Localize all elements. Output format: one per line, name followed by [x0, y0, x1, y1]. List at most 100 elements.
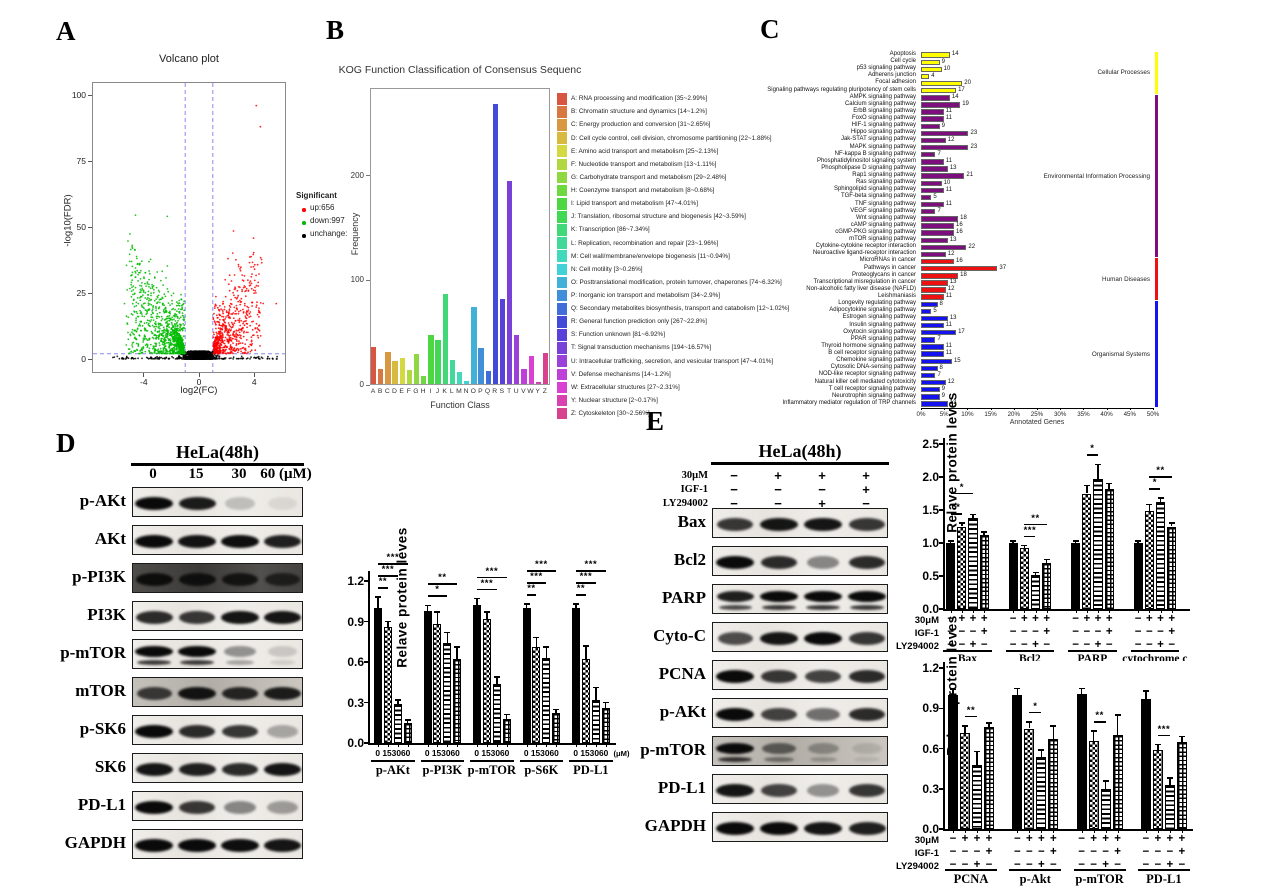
- chart-treatment-sign: −: [1105, 639, 1113, 651]
- chart-bar: [1176, 741, 1187, 829]
- chart-y-tick-label: 0.9: [922, 701, 939, 716]
- chart-treatment-sign: −: [1134, 613, 1142, 625]
- pathway-bar: [921, 372, 936, 379]
- blot-band: [179, 610, 216, 624]
- blot-band: [136, 686, 173, 700]
- chart-bar: [433, 624, 442, 743]
- error-bar-stem: [595, 687, 597, 700]
- blot-label-p-SK6: p-SK6: [79, 719, 126, 738]
- blot-band-secondary: [806, 605, 840, 610]
- chart-x-tick-mark: [1024, 610, 1026, 613]
- volcano-y-tick-label: 0: [81, 354, 86, 364]
- kog-legend-label: H: Coenzyme transport and metabolism [8~…: [571, 187, 715, 195]
- chart-group-underline: [420, 760, 465, 762]
- chart-y-tick-mark: [364, 661, 368, 663]
- chart-x-tick-mark: [973, 610, 974, 613]
- chart-treatment-sign: −: [1020, 626, 1028, 638]
- chart-group-label: PARP: [1077, 652, 1108, 661]
- chart-treatment-sign: −: [1078, 859, 1085, 871]
- blot-band-secondary: [180, 660, 215, 665]
- error-bar-cap: [981, 531, 988, 533]
- chart-treatment-sign: +: [1102, 833, 1109, 845]
- blot-band: [848, 821, 886, 835]
- pathway-count: 20: [964, 79, 971, 86]
- chart-y-tick-mark: [939, 443, 943, 445]
- blot-band: [805, 669, 841, 683]
- chart-treatment-sign: −: [1013, 859, 1021, 871]
- pathway-label: Focal adhesion: [875, 79, 916, 86]
- error-bar-stem: [575, 603, 577, 608]
- kog-bar-F: [406, 370, 413, 384]
- error-bar-cap: [947, 540, 954, 542]
- pathway-label: TNF signaling pathway: [854, 200, 916, 207]
- pathway-x-tick-mark: [1106, 407, 1108, 411]
- error-bar-stem: [486, 612, 488, 619]
- volcano-y-tick-mark: [88, 358, 92, 360]
- blot-band: [135, 800, 174, 814]
- volcano-legend-label: unchange:: [310, 229, 348, 238]
- error-bar-cap: [523, 603, 530, 605]
- chart-y-tick-mark: [939, 476, 943, 478]
- pathway-group-strip: [1155, 258, 1158, 301]
- blot-label-p-mTOR: p-mTOR: [60, 643, 126, 662]
- sig-bracket-line: [950, 513, 962, 515]
- chart-treatment-sign: −: [947, 613, 954, 625]
- pathway-count: 7: [937, 371, 941, 378]
- error-bar-stem: [1028, 721, 1031, 729]
- error-bar-cap: [1043, 558, 1050, 561]
- pathway-x-tick-label: 35%: [1077, 411, 1090, 419]
- sig-bracket-line: [950, 492, 973, 495]
- pathway-count: 10: [943, 65, 951, 72]
- kog-legend-label: Q: Secondary metabolites biosynthesis, t…: [571, 305, 790, 313]
- sig-stars: ***: [584, 558, 598, 570]
- pathway-bar: [921, 351, 944, 357]
- pathway-bar: [921, 287, 946, 293]
- error-bar-cap: [1021, 544, 1028, 547]
- chart-treatment-sign: +: [1114, 833, 1121, 845]
- blot-band: [178, 572, 216, 586]
- chart-treatment-sign: +: [1043, 626, 1051, 638]
- volcano-y-tick-label: 50: [76, 222, 86, 232]
- error-bar-cap: [1168, 522, 1175, 524]
- error-bar-cap: [1078, 687, 1085, 690]
- chart-y-tick-mark: [364, 742, 368, 744]
- error-bar-cap: [950, 688, 956, 691]
- chart-treatment-sign: −: [1025, 859, 1033, 871]
- chart-treatment-sign: +: [969, 639, 977, 651]
- chart-treatment-sign: −: [1072, 639, 1079, 651]
- kog-y-tick-mark: [366, 384, 370, 386]
- chart-bar: [960, 732, 970, 829]
- chart-group-underline: [470, 760, 514, 762]
- sig-bracket-line: [576, 581, 596, 584]
- pathway-bar: [921, 308, 932, 315]
- blot-label-Cyto-C: Cyto-C: [653, 626, 706, 645]
- error-bar-cap: [1072, 540, 1079, 542]
- pathway-label: Wnt signaling pathway: [855, 214, 916, 221]
- pathway-count: 21: [966, 172, 974, 179]
- pathway-label: Pathways in cancer: [863, 264, 916, 271]
- sig-stars: *: [1152, 477, 1157, 489]
- chart-y-tick-label: 1.2: [347, 574, 364, 588]
- dose-label: 60 (μM): [260, 466, 312, 482]
- blot-label-p-PI3K: p-PI3K: [72, 567, 126, 586]
- blot-band: [135, 838, 174, 852]
- blot-band: [178, 496, 216, 510]
- chart-bar: [1024, 728, 1035, 829]
- blot-image-PD-L1: [712, 774, 888, 804]
- kog-x-tick-label: A: [370, 388, 376, 395]
- error-bar-stem: [1169, 778, 1171, 785]
- error-bar-stem: [1074, 541, 1077, 543]
- chart-treatment-sign: −: [1178, 859, 1186, 871]
- pathway-count: 23: [970, 143, 978, 150]
- chart-bar: [1071, 543, 1081, 609]
- kog-x-axis-label: Function Class: [430, 400, 490, 410]
- chart-treatment-sign: −: [961, 859, 969, 871]
- pathway-count: 15: [953, 357, 961, 364]
- chart-treatment-sign: −: [1049, 859, 1057, 871]
- kog-x-tick-label: S: [499, 388, 505, 395]
- chart-x-tick-mark: [546, 744, 548, 747]
- kog-legend-label: Y: Nuclear structure [2~0.17%]: [571, 396, 658, 404]
- pathway-label: Rap1 signaling pathway: [852, 172, 916, 179]
- blot-image-mTOR: [132, 677, 303, 707]
- error-bar-cap: [483, 611, 490, 613]
